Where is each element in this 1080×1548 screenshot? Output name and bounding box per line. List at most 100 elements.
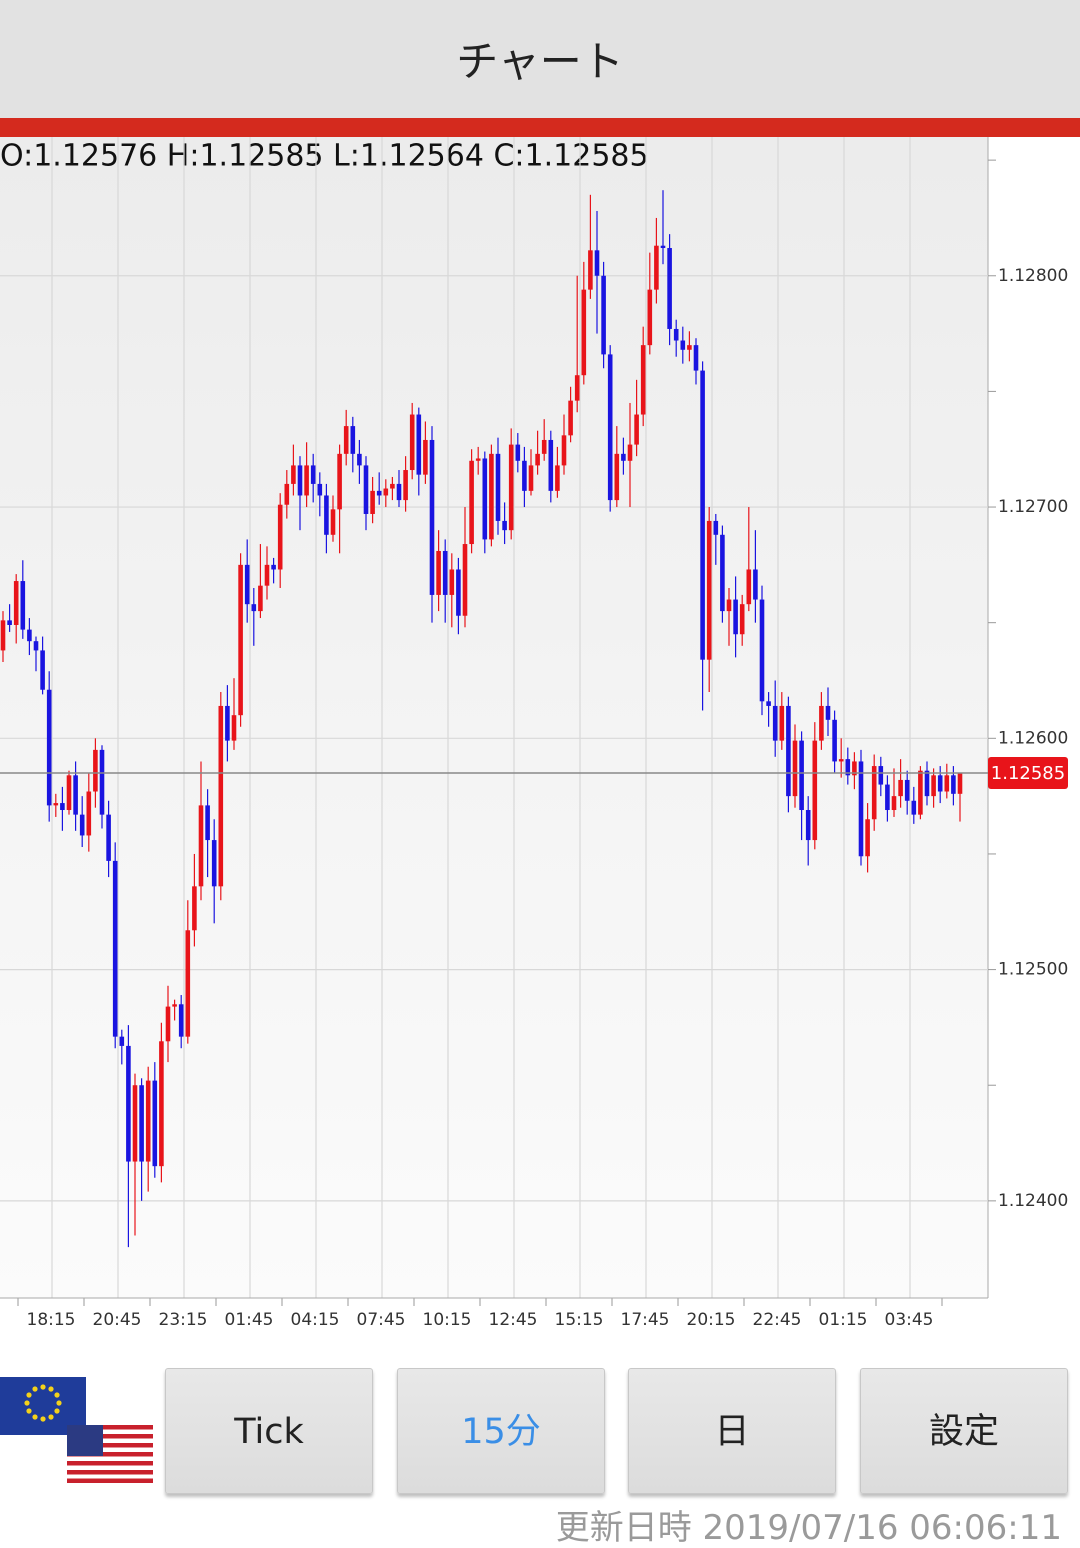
candle-body [376,490,382,496]
candle-body [687,345,692,350]
candle-body [621,453,626,461]
currency-pair-flags [0,1377,153,1483]
candle-body [40,650,45,690]
timeframe-button[interactable]: 設定 [860,1368,1068,1494]
candle-body [673,328,679,341]
candle-body [238,564,243,716]
candle-body [145,1080,151,1162]
candle-body [548,439,554,491]
candle-body [86,791,92,836]
button-label[interactable]: 15分 [461,1412,541,1452]
candle-body [482,458,488,540]
candle-body [495,453,501,521]
candle-body [73,775,78,815]
candle-body [759,599,765,702]
candle-body [706,520,712,660]
candle-body [304,465,309,496]
candle-body [33,641,39,651]
update-label: 更新日時 [555,1508,692,1548]
button-label[interactable]: Tick [234,1412,304,1452]
timeframe-button[interactable]: Tick [165,1368,373,1494]
timeframe-button[interactable]: 日 [628,1368,836,1494]
candle-body [555,465,560,491]
timeframe-button[interactable]: 15分 [397,1368,605,1494]
candle-body [594,250,600,276]
candle-body [475,458,481,461]
candle-body [528,465,534,491]
button-label[interactable]: 設定 [928,1412,999,1452]
candle-body [442,550,448,595]
candle-body [805,810,811,841]
candle-body [152,1080,158,1167]
candle-body [871,766,877,820]
candle-body [825,705,831,720]
candle-body [343,426,349,454]
candle-body [337,453,342,510]
candle-body [198,805,204,887]
candle-body [317,483,323,496]
candle-body [574,375,580,401]
candle-body [205,805,210,841]
candle-body [126,1045,131,1162]
candle-body [951,775,956,794]
candle-body [390,483,395,489]
candle-body [99,749,105,815]
screen-title: チャート [456,37,624,86]
candle-body [291,465,296,484]
candle-body [885,784,890,811]
candle-body [350,426,356,454]
candle-body [508,444,514,531]
candle-body [423,439,428,475]
candle-body [647,289,653,346]
candle-body [812,740,818,841]
candle-body [456,569,461,616]
candle-body [244,564,250,605]
update-timestamp: 2019/07/16 06:06:11 [702,1508,1062,1548]
candle-body [409,414,415,471]
candle-body [845,759,851,776]
candle-body [251,604,257,612]
candle-body [112,860,118,1037]
x-tick-label: 18:15 [27,1310,76,1330]
candle-body [786,705,791,797]
candle-body [132,1085,138,1162]
candle-body [627,444,633,461]
update-time: 更新日時 2019/07/16 06:06:11 [556,1500,1062,1548]
candle-body [139,1085,144,1162]
candle-body [264,564,270,586]
ohlc-info: O:1.12576 H:1.12585 L:1.12564 C:1.12585 [0,139,649,174]
candle-body [700,370,705,660]
y-tick-label: 1.12800 [998,266,1068,286]
candle-body [489,453,494,540]
candle-body [667,248,672,329]
candle-body [581,289,587,376]
candle-body [429,439,435,595]
chart: O:1.12576 H:1.12585 L:1.12564 C:1.12585 … [0,137,1068,1330]
candle-body [720,534,725,612]
candle-body [462,544,468,616]
x-tick-label: 17:45 [621,1310,670,1330]
candle-body [640,345,646,415]
button-label[interactable]: 日 [714,1412,750,1452]
candle-body [310,465,316,484]
candle-body [924,770,930,797]
title-bar: チャート [0,0,1080,118]
candle-body [944,775,950,792]
x-tick-label: 01:45 [225,1310,274,1330]
x-tick-label: 07:45 [357,1310,406,1330]
candle-body [159,1041,164,1167]
candle-body [693,345,699,371]
candle-body [878,766,884,785]
candle-body [277,504,283,570]
candle-body [192,886,197,931]
candle-body [535,453,540,466]
candle-body [370,490,375,514]
candle-body [53,803,59,806]
y-tick-label: 1.12500 [998,960,1068,980]
candle-body [172,1004,177,1007]
candle-body [502,520,507,531]
candle-body [541,439,547,454]
candle-body [634,414,639,445]
candle-body [891,796,897,811]
